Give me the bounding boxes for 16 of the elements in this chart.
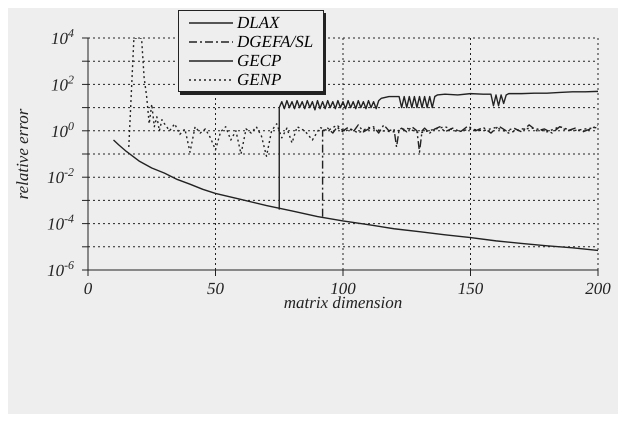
legend-label: GECP	[237, 51, 282, 70]
x-tick-label: 0	[84, 279, 93, 298]
legend-label: GENP	[237, 70, 282, 89]
y-tick-label: 10$^{-6}$	[47, 258, 74, 280]
y-axis-title: relative error	[13, 108, 32, 200]
y-tick-label: 10$^{-4}$	[47, 212, 74, 234]
y-tick-label: 10$^{4}$	[51, 26, 74, 48]
y-tick-label: 10$^{0}$	[51, 118, 74, 141]
x-tick-label: 150	[458, 279, 484, 298]
legend-label: DGEFA/SL	[237, 32, 314, 51]
legend-label: DLAX	[237, 13, 280, 32]
y-tick-label: 10$^{2}$	[51, 72, 74, 94]
y-tick-label: 10$^{-2}$	[47, 165, 74, 188]
x-axis-title: matrix dimension	[284, 293, 402, 312]
x-tick-label: 200	[585, 279, 612, 298]
x-tick-label: 50	[207, 279, 224, 298]
